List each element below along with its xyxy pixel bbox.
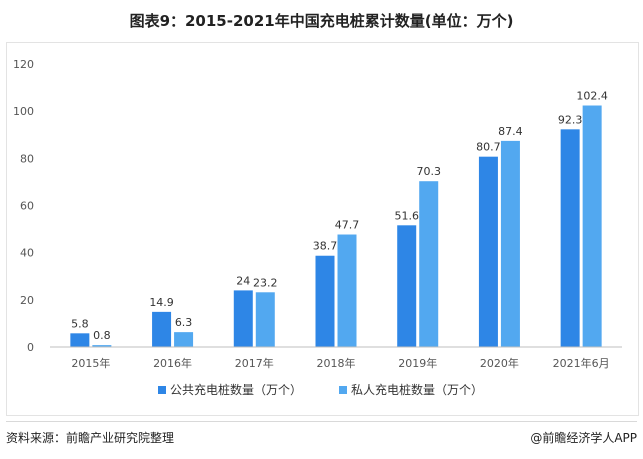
data-label: 38.7 (313, 240, 338, 253)
data-label: 6.3 (175, 316, 193, 329)
y-tick-label: 40 (20, 247, 34, 260)
bar-public (478, 156, 498, 347)
data-label: 5.8 (71, 317, 89, 330)
bar-private (337, 234, 357, 347)
x-axis: 2015年 2016年 2017年 2018年 2019年 2020年 2021年6月 (50, 346, 622, 370)
bar-private (500, 140, 520, 347)
credit-note: @前瞻经济学人APP (530, 431, 637, 445)
bar-private (582, 105, 602, 347)
y-tick-label: 80 (20, 152, 34, 165)
bar-public (560, 129, 580, 347)
data-label: 102.4 (576, 90, 608, 103)
x-tick-label: 2020年 (480, 356, 519, 370)
y-tick-label: 60 (20, 200, 34, 213)
data-label: 47.7 (335, 219, 360, 232)
bar-private (92, 345, 112, 347)
bar-public (70, 333, 90, 347)
legend: 公共充电桩数量（万个） 私人充电桩数量（万个） (158, 382, 483, 397)
source-note: 资料来源：前瞻产业研究院整理 (6, 431, 175, 445)
bars: 5.8 0.8 14.96.3 24 23.2 38.7 47.7 51.6 70.3 80.7 8… (70, 90, 608, 347)
x-tick-label: 2015年 (71, 356, 110, 370)
bar-private (419, 181, 439, 347)
x-tick-label: 2019年 (398, 356, 437, 370)
legend-swatch (339, 386, 347, 394)
data-label: 51.6 (394, 209, 419, 222)
y-tick-label: 0 (27, 341, 34, 354)
bar-private (255, 292, 275, 347)
data-label: 92.3 (558, 113, 583, 126)
chart-title: 图表9：2015-2021年中国充电桩累计数量(单位：万个) (129, 12, 514, 30)
chart-panel (6, 42, 639, 416)
legend-swatch (158, 386, 166, 394)
bar-private (174, 332, 194, 347)
x-tick-label: 2016年 (153, 356, 192, 370)
x-tick-label: 2021年6月 (553, 356, 610, 370)
data-label: 23.2 (253, 276, 278, 289)
data-label: 0.8 (93, 329, 111, 342)
data-label: 14.9 (149, 296, 174, 309)
y-tick-label: 120 (13, 58, 34, 71)
data-label: 80.7 (476, 141, 501, 154)
data-label: 87.4 (498, 125, 523, 138)
x-tick-label: 2017年 (235, 356, 274, 370)
bar-public (315, 255, 335, 347)
data-label: 24 (236, 274, 250, 287)
bar-public (397, 225, 417, 347)
legend-label: 私人充电桩数量（万个） (351, 382, 483, 397)
y-tick-label: 100 (13, 105, 34, 118)
footer-divider (6, 421, 637, 422)
y-axis: 0 20 40 60 80 100 120 (13, 58, 34, 354)
bar-public (233, 290, 253, 347)
legend-label: 公共充电桩数量（万个） (170, 382, 302, 397)
bar-public (152, 311, 172, 347)
y-tick-label: 20 (20, 294, 34, 307)
x-tick-label: 2018年 (317, 356, 356, 370)
data-label: 70.3 (416, 165, 441, 178)
